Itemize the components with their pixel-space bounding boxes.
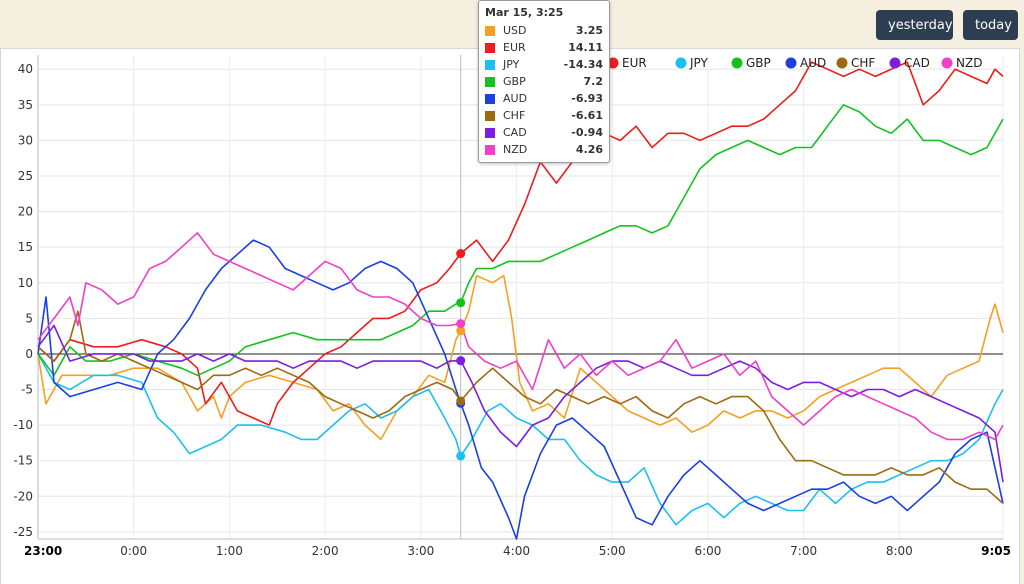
y-tick-label: 35: [18, 98, 33, 112]
tooltip-currency: CAD: [503, 126, 527, 139]
y-tick-label: 20: [18, 205, 33, 219]
tooltip-currency: NZD: [503, 143, 528, 156]
tooltip-swatch: [485, 93, 495, 104]
chart-tooltip: Mar 15, 3:25 USD 3.25 EUR 14.11 JPY -14.34 GBP…: [478, 0, 610, 163]
x-tick-label: 9:05: [981, 544, 1011, 558]
legend-label-chf: CHF: [851, 56, 875, 70]
today-button[interactable]: today: [963, 10, 1018, 40]
tooltip-row-gbp: GBP 7.2: [485, 73, 603, 90]
tooltip-value: 7.2: [583, 75, 604, 88]
y-tick-label: 40: [18, 62, 33, 76]
tooltip-value: 4.26: [575, 143, 603, 156]
tooltip-currency: JPY: [503, 58, 520, 71]
marker-cad: [456, 356, 466, 366]
marker-chf: [456, 396, 466, 406]
legend-dot-nzd: [941, 57, 953, 69]
tooltip-row-usd: USD 3.25: [485, 22, 603, 39]
legend-dot-jpy: [675, 57, 687, 69]
marker-jpy: [456, 451, 466, 461]
tooltip-row-cad: CAD -0.94: [485, 124, 603, 141]
y-tick-label: 0: [25, 347, 33, 361]
tooltip-value: -0.94: [571, 126, 603, 139]
marker-nzd: [456, 319, 466, 329]
series-line-nzd: [37, 232, 1004, 441]
tooltip-currency: AUD: [503, 92, 528, 105]
y-tick-label: -15: [13, 454, 33, 468]
legend-label-gbp: GBP: [746, 56, 771, 70]
x-tick-label: 4:00: [503, 544, 530, 558]
y-tick-label: 15: [18, 240, 33, 254]
series-line-chf: [37, 310, 1004, 504]
y-tick-label: -25: [13, 525, 33, 539]
tooltip-row-eur: EUR 14.11: [485, 39, 603, 56]
y-tick-label: -10: [13, 418, 33, 432]
x-tick-label: 2:00: [312, 544, 339, 558]
tooltip-swatch: [485, 127, 495, 138]
tooltip-row-nzd: NZD 4.26: [485, 141, 603, 158]
x-tick-label: 8:00: [886, 544, 913, 558]
legend-label-nzd: NZD: [956, 56, 982, 70]
y-tick-label: 10: [18, 276, 33, 290]
y-tick-label: -20: [13, 489, 33, 503]
x-tick-label: 5:00: [599, 544, 626, 558]
x-tick-label: 0:00: [120, 544, 147, 558]
legend-dot-aud: [785, 57, 797, 69]
x-tick-label: 1:00: [216, 544, 243, 558]
tooltip-value: 14.11: [568, 41, 603, 54]
tooltip-swatch: [485, 59, 495, 70]
tooltip-row-jpy: JPY -14.34: [485, 56, 603, 73]
y-tick-label: -5: [21, 383, 33, 397]
tooltip-title: Mar 15, 3:25: [485, 6, 564, 19]
currency-strength-chart[interactable]: -25 -20 -15 -10 -5 0 5 10 15 20 25 30 35 40 23:00 0:00 1…: [1, 49, 1019, 584]
legend-dot-gbp: [731, 57, 743, 69]
tooltip-value: 3.25: [575, 24, 603, 37]
marker-eur: [456, 249, 466, 259]
tooltip-row-chf: CHF -6.61: [485, 107, 603, 124]
legend-dot-eur: [607, 57, 619, 69]
tooltip-currency: GBP: [503, 75, 526, 88]
tooltip-swatch: [485, 144, 495, 155]
tooltip-value: -6.61: [571, 109, 603, 122]
legend-dot-chf: [836, 57, 848, 69]
series-line-usd: [37, 274, 1004, 441]
series-line-gbp: [37, 104, 1004, 377]
legend-label-cad: CAD: [904, 56, 930, 70]
marker-usd: [456, 326, 466, 336]
tooltip-currency: USD: [503, 24, 527, 37]
marker-gbp: [456, 298, 466, 308]
tooltip-swatch: [485, 76, 495, 87]
tooltip-row-aud: AUD -6.93: [485, 90, 603, 107]
x-tick-label: 6:00: [694, 544, 721, 558]
tooltip-swatch: [485, 42, 495, 53]
legend-dot-cad: [889, 57, 901, 69]
x-tick-label: 7:00: [790, 544, 817, 558]
tooltip-swatch: [485, 25, 495, 36]
tooltip-swatch: [485, 110, 495, 121]
legend-label-jpy: JPY: [689, 56, 709, 70]
legend-label-aud: AUD: [800, 56, 826, 70]
tooltip-currency: EUR: [503, 41, 526, 54]
series-line-eur: [37, 61, 1004, 426]
y-tick-label: 25: [18, 169, 33, 183]
yesterday-button[interactable]: yesterday: [876, 10, 953, 40]
series-line-aud: [37, 239, 1004, 540]
y-tick-label: 5: [25, 311, 33, 325]
tooltip-value: -6.93: [571, 92, 603, 105]
x-tick-label: 23:00: [24, 544, 62, 558]
tooltip-currency: CHF: [503, 109, 526, 122]
legend-label-eur: EUR: [622, 56, 647, 70]
y-tick-label: 30: [18, 133, 33, 147]
tooltip-value: -14.34: [563, 58, 603, 71]
x-tick-label: 3:00: [407, 544, 434, 558]
series-line-cad: [37, 324, 1004, 483]
tooltip-rows: USD 3.25 EUR 14.11 JPY -14.34 GBP 7.2 AUD -6.93 CH…: [485, 22, 603, 158]
